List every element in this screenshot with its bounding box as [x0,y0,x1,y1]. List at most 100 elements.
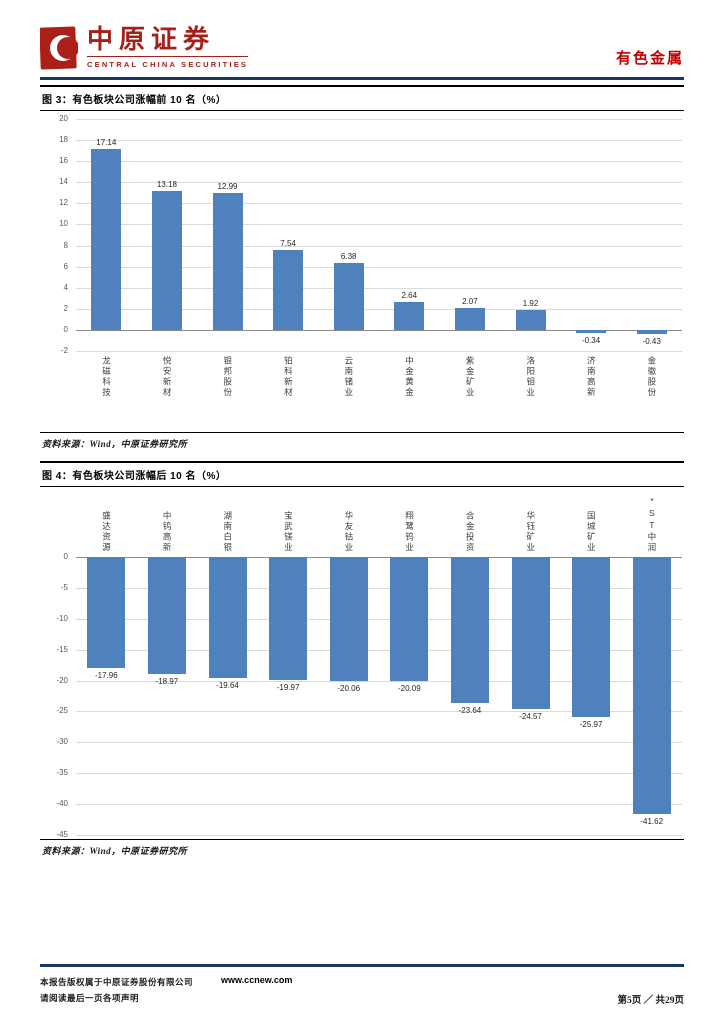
tick-label: 16 [59,156,68,166]
gridline [76,224,682,226]
tick-label: -35 [56,768,68,778]
bar [636,329,667,335]
bar [450,557,489,704]
bar [511,557,550,709]
category-axis: 盛达资源 中钨高新 湖南白银 宝武镁业 华友钴业 翔鹭钨业 合金投资 华钰矿业 国城矿业 *ST中… [76,495,682,557]
gridline [76,203,682,205]
figure4-source: 资料来源：Wind，中原证券研究所 [40,839,684,863]
tick-label: -10 [56,613,68,623]
page-header: 中原证券 CENTRAL CHINA SECURITIES 有色金属 [39,26,684,70]
gridline [76,804,682,806]
value-label: -0.43 [642,337,661,347]
category-label: *ST中润 [646,496,657,553]
bar [329,557,368,681]
bar [273,250,304,330]
bar [390,557,429,682]
category-label: 国城矿业 [586,511,597,553]
gridline [76,182,682,184]
tick-label: 0 [63,324,68,334]
category-label: 紫金矿业 [465,356,476,398]
tick-label: 0 [63,552,68,561]
bar [151,190,182,330]
footer-copyright-line: 本报告版权属于中原证券股份有限公司 [40,976,194,987]
gridline [76,245,682,247]
category-label: 中金黄金 [404,356,415,398]
footer-notice-line: 请阅读最后一页各项声明 [40,992,140,1003]
zero-axis-line [76,329,682,331]
bar [515,309,546,330]
value-label: -20.06 [337,683,361,693]
bar [269,557,308,681]
gridline [76,773,682,775]
tick-label: 8 [63,240,68,250]
plot-area: 17.14 13.18 12.99 7.54 6.38 2.64 2.07 1.92 -0.34… [76,119,682,352]
value-label: 12.99 [217,181,238,191]
tick-label: 12 [59,198,68,208]
bar [572,557,611,718]
tick-label: -5 [60,582,68,592]
bar [632,557,671,815]
tick-label: -2 [60,346,68,355]
brand-name-en: CENTRAL CHINA SECURITIES [87,60,249,69]
value-label: -23.64 [458,706,482,716]
crescent-logo-icon [39,26,79,70]
value-label: 13.18 [156,179,177,189]
category-label: 宝武镁业 [283,511,294,553]
gridline [76,119,682,120]
plot-area: -17.96 -18.97 -19.64 -19.97 -20.06 -20.09 -23.… [76,557,682,836]
bar [454,308,485,330]
category-label: 华钰矿业 [525,511,536,553]
value-label: 2.64 [401,291,418,301]
category-label: 铂科新材 [283,356,294,398]
category-label: 中钨高新 [162,511,173,553]
tick-label: 10 [59,219,68,229]
gridline [76,587,682,589]
gridline [76,742,682,744]
value-label: -18.97 [155,677,179,687]
gridline [76,287,682,289]
tick-label: 14 [59,177,68,187]
value-label: -41.62 [640,817,664,827]
category-label: 翔鹭钨业 [404,511,415,553]
page-footer: 本报告版权属于中原证券股份有限公司 请阅读最后一页各项声明 www.ccnew.… [40,967,684,1006]
category-label: 悦安新材 [162,356,173,398]
zero-axis-line [76,557,682,558]
category-label: 济南高新 [586,356,597,398]
value-label: 1.92 [522,298,539,308]
tick-label: 6 [63,261,68,271]
figure3-chart: 20 18 16 14 12 10 8 6 4 2 0 -2 17.14 13.18 12.99 7.54 6.… [40,111,684,432]
category-label: 盛达资源 [101,511,112,553]
category-label: 银邦股份 [222,356,233,398]
bar [212,192,243,330]
footer-disclaimer: 本报告版权属于中原证券股份有限公司 请阅读最后一页各项声明 [40,974,193,1006]
footer-divider [40,963,684,967]
value-label: -20.09 [397,684,421,694]
value-label: 17.14 [96,138,117,148]
value-label: 6.38 [340,251,357,261]
tick-label: -20 [56,675,68,685]
bar [147,557,186,675]
bar [91,149,122,330]
gridline [76,680,682,682]
value-label: 7.54 [280,239,296,249]
gridline [76,351,682,352]
bar [576,329,607,334]
brand-name-cn: 中原证券 [87,27,249,57]
bar [394,302,425,330]
value-label: -17.96 [94,670,118,680]
value-label: -25.97 [579,720,603,730]
gridline [76,140,682,142]
value-label: -19.64 [216,681,239,691]
figure3-title: 图 3：有色板块公司涨幅前 10 名（%） [40,85,684,111]
gridline [76,266,682,268]
logo-text: 中原证券 CENTRAL CHINA SECURITIES [87,27,249,69]
gridline [76,711,682,713]
report-section-label: 有色金属 [615,51,684,67]
category-label: 华友钴业 [343,511,354,553]
gridline [76,835,682,836]
company-logo: 中原证券 CENTRAL CHINA SECURITIES [39,26,249,70]
tick-label: -40 [56,799,68,809]
value-axis: 20 18 16 14 12 10 8 6 4 2 0 -2 [42,114,72,355]
category-label: 合金投资 [465,511,476,553]
